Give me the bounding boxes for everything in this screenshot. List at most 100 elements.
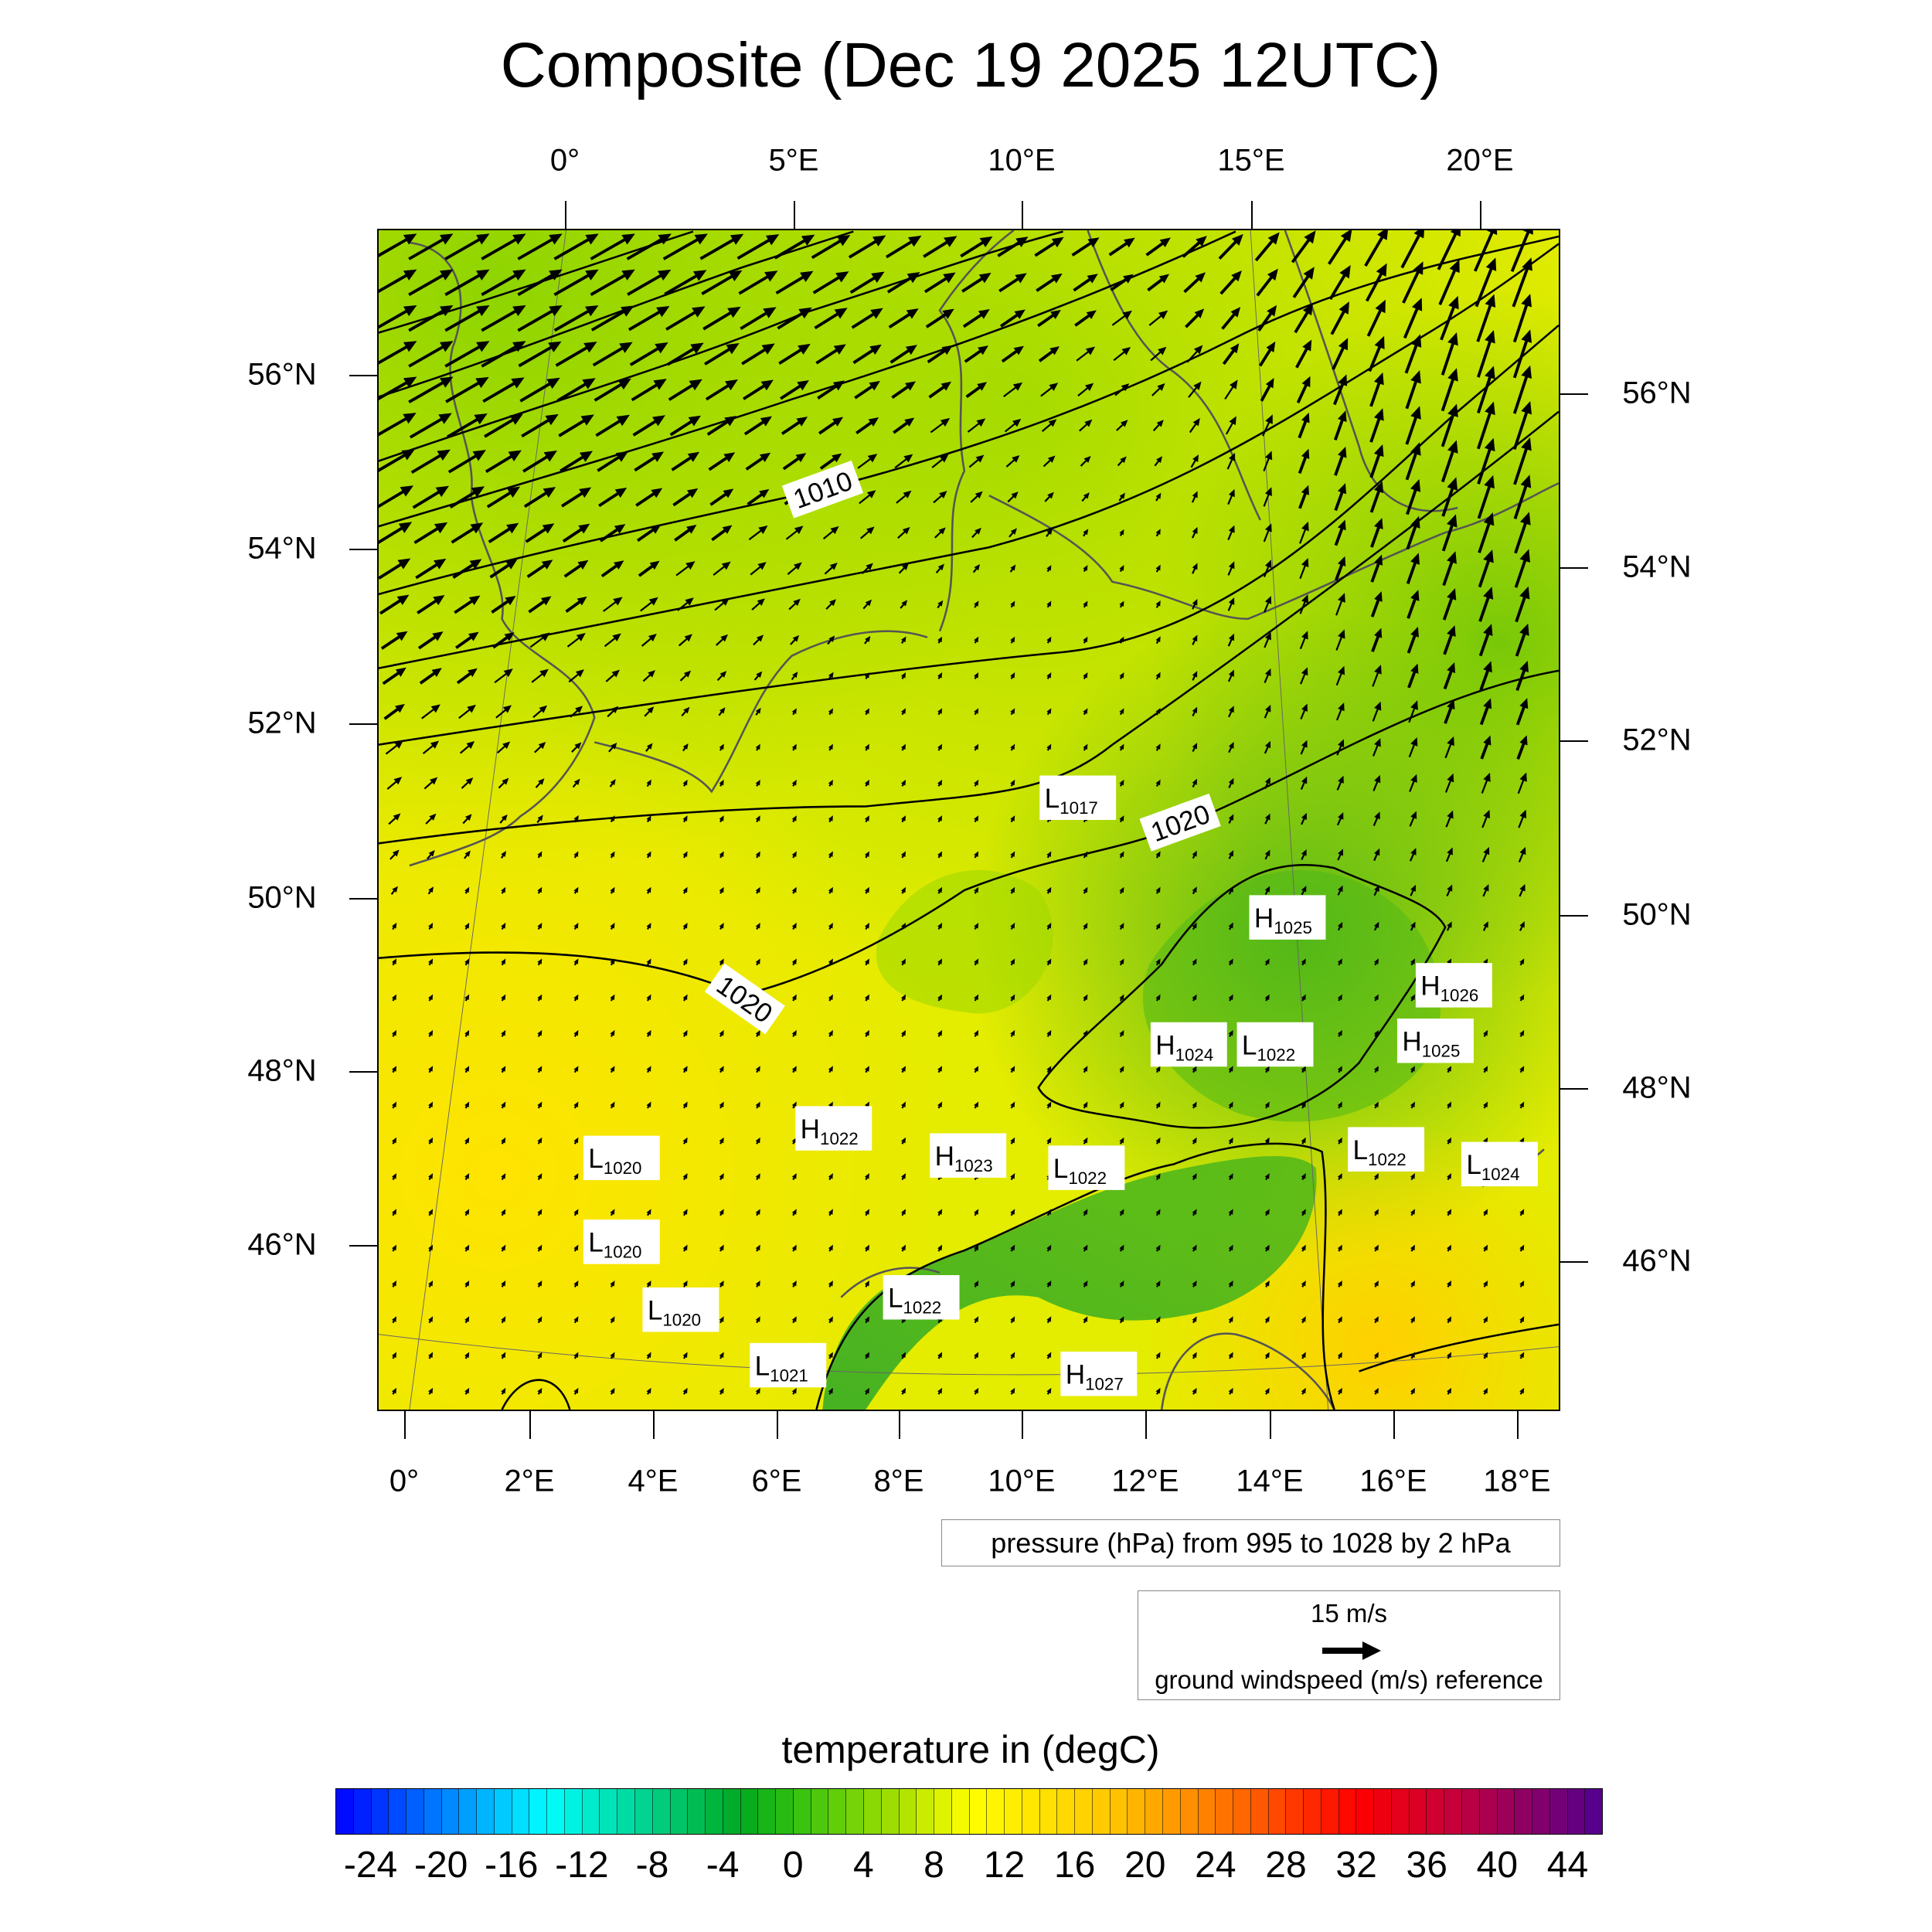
colorbar-swatch — [564, 1789, 583, 1834]
left-lat-label: 54°N — [247, 531, 317, 566]
wind-arrow — [1373, 958, 1379, 966]
colorbar-title: temperature in (degC) — [781, 1728, 1160, 1771]
wind-arrow — [1515, 698, 1529, 726]
wind-arrow — [1400, 230, 1424, 269]
wind-arrow — [705, 379, 738, 401]
wind-arrow — [974, 923, 979, 930]
wind-arrow — [464, 1316, 470, 1324]
center-value: 1024 — [1175, 1045, 1214, 1064]
wind-arrow — [1410, 848, 1417, 862]
wind-arrow — [1228, 994, 1233, 1002]
wind-arrow — [1083, 1137, 1088, 1145]
wind-arrow — [610, 1029, 615, 1037]
wind-arrow — [1442, 588, 1457, 621]
wind-arrow — [709, 488, 734, 506]
wind-arrow — [755, 1316, 760, 1324]
wind-arrow — [1515, 623, 1529, 657]
wind-arrow — [828, 851, 833, 859]
wind-arrow — [1010, 1066, 1015, 1073]
wind-arrow — [628, 305, 670, 332]
wind-arrow — [1301, 1244, 1306, 1252]
weather-map[interactable]: 1010 1020 1020 L1017 H1025 H1026 H1024 L1022… — [377, 229, 1560, 1411]
wind-arrow — [392, 994, 397, 1002]
wind-arrow — [1147, 274, 1170, 292]
wind-arrow — [390, 886, 398, 895]
wind-arrow — [484, 413, 523, 438]
tick-mark — [1480, 201, 1481, 229]
wind-arrow — [417, 595, 445, 614]
pressure-center-text: H1026 — [1420, 971, 1478, 1005]
wind-arrow — [716, 671, 727, 682]
wind-arrow — [812, 271, 849, 294]
wind-arrow — [755, 1280, 760, 1287]
wind-arrow — [901, 815, 906, 823]
colorbar-swatch — [1216, 1789, 1234, 1834]
wind-arrow — [1043, 455, 1056, 468]
wind-arrow — [937, 994, 943, 1002]
wind-arrow — [1083, 1316, 1088, 1324]
bottom-lon-label: 16°E — [1359, 1464, 1427, 1498]
center-value: 1022 — [1368, 1150, 1406, 1169]
right-lat-label: 54°N — [1622, 549, 1692, 584]
wind-arrow — [563, 560, 589, 578]
colorbar-swatch — [1057, 1789, 1076, 1834]
wind-arrow — [1513, 437, 1532, 485]
wind-arrow — [392, 1101, 397, 1109]
wind-arrow — [501, 1173, 506, 1181]
colorbar-tick-label: -24 — [343, 1845, 398, 1886]
wind-arrow — [1480, 735, 1492, 760]
colorbar-tick-label: 20 — [1124, 1845, 1166, 1886]
wind-arrow — [1264, 1066, 1270, 1073]
wind-arrow — [428, 1209, 434, 1216]
wind-arrow — [1301, 812, 1307, 825]
colorbar-swatch — [969, 1789, 988, 1834]
wind-arrow — [778, 343, 811, 366]
wind-arrow — [423, 777, 438, 790]
wind-arrow — [610, 994, 615, 1002]
wind-arrow — [518, 341, 562, 368]
wind-arrow — [859, 526, 875, 539]
wind-arrow — [492, 632, 515, 649]
wind-arrow — [1445, 847, 1453, 862]
pressure-center-label: L1024 — [1461, 1141, 1538, 1187]
colorbar-swatch — [863, 1789, 882, 1834]
colorbar-swatch — [1549, 1789, 1568, 1834]
wind-arrow — [901, 923, 906, 930]
wind-arrow — [1182, 236, 1207, 258]
wind-arrow — [501, 1280, 506, 1287]
wind-arrow — [415, 558, 447, 580]
wind-arrow — [501, 886, 506, 894]
wind-arrow — [444, 304, 490, 332]
bottom-lon-label: 6°E — [751, 1464, 802, 1498]
wind-arrow — [1046, 851, 1052, 859]
wind-arrow — [642, 670, 656, 682]
wind-arrow — [428, 994, 434, 1002]
wind-arrow — [828, 994, 833, 1002]
wind-arrow — [1301, 1101, 1306, 1109]
wind-arrow — [825, 599, 836, 610]
colorbar-swatch — [1479, 1789, 1498, 1834]
wind-arrow — [1300, 703, 1308, 720]
wind-arrow — [1263, 560, 1272, 578]
wind-arrow — [1046, 994, 1052, 1002]
wind-arrow — [1227, 488, 1235, 505]
wind-arrow — [1119, 958, 1124, 966]
wind-arrow — [529, 632, 550, 648]
colorbar-tick-label: 36 — [1406, 1845, 1447, 1886]
wind-arrow — [1365, 263, 1387, 302]
wind-arrow — [1046, 1066, 1052, 1073]
wind-arrow — [568, 669, 584, 683]
colorbar-swatch — [1268, 1789, 1287, 1834]
wind-arrow — [1221, 307, 1241, 330]
tick-mark — [404, 1411, 406, 1439]
colorbar-swatch — [1391, 1789, 1410, 1834]
colorbar-swatch — [1321, 1789, 1339, 1834]
center-value: 1020 — [604, 1243, 642, 1262]
wind-arrow — [682, 1029, 688, 1037]
pressure-center-label: L1020 — [642, 1287, 719, 1332]
pressure-center-text: L1022 — [1353, 1135, 1406, 1169]
wind-arrow — [383, 703, 405, 720]
center-value: 1022 — [1257, 1045, 1295, 1064]
wind-arrow — [1512, 257, 1532, 308]
chart-title: Composite (Dec 19 2025 12UTC) — [500, 30, 1441, 100]
